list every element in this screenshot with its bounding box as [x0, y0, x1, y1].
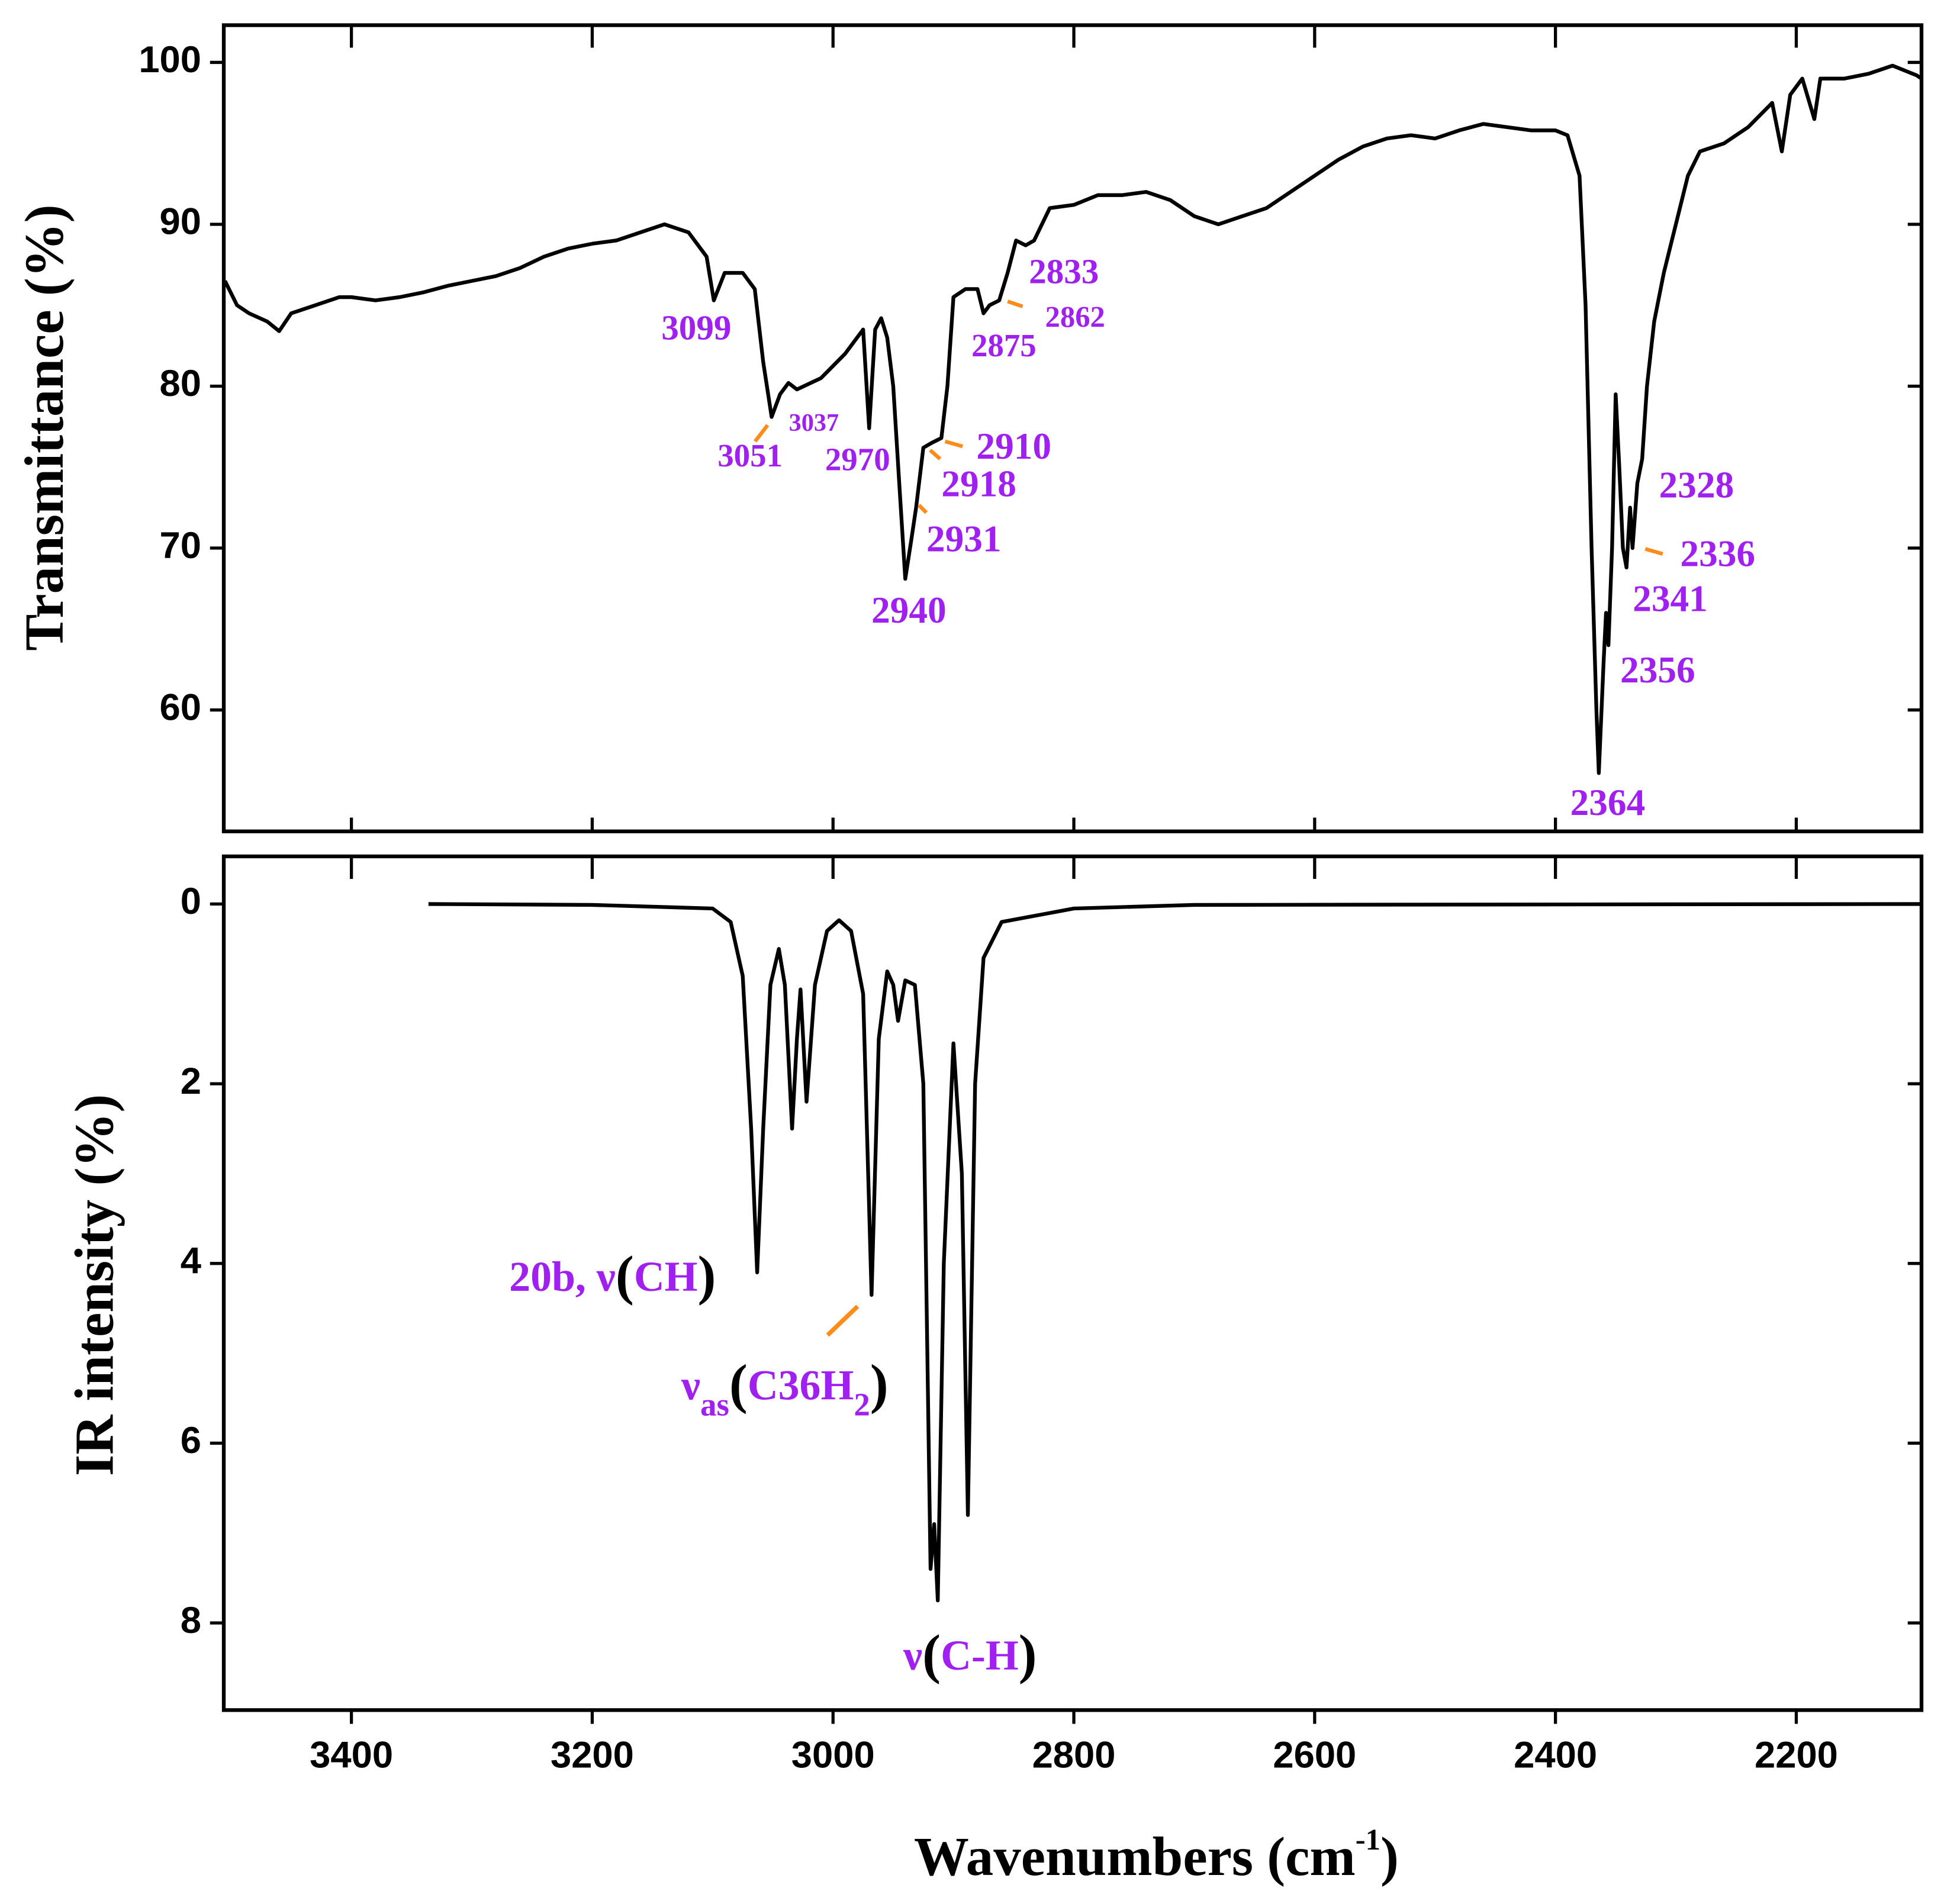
peak-label: 3051 — [717, 437, 783, 473]
peak-label: 2862 — [1045, 301, 1105, 334]
annotation-part: C-H — [941, 1632, 1019, 1679]
peak-label: 3037 — [789, 409, 839, 437]
annotation-part: CH — [634, 1253, 698, 1300]
plot-frame — [221, 23, 1924, 833]
annotation-part: ) — [698, 1245, 716, 1306]
y-tick-label: 100 — [139, 39, 201, 80]
y-tick-label: 90 — [160, 201, 201, 243]
plot-frame — [221, 854, 1924, 1712]
x-axis-title-text: ) — [1380, 1826, 1399, 1887]
x-tick-label: 2800 — [1032, 1734, 1116, 1776]
x-tick-label: 2400 — [1514, 1734, 1597, 1776]
leader-line — [944, 439, 964, 449]
y-axis-title: Transmittance (%) — [14, 204, 75, 650]
peak-label: 2931 — [926, 518, 1002, 559]
annotation-part: ( — [922, 1624, 941, 1685]
annotation-part: 20b, ν — [509, 1253, 616, 1300]
y-tick-label: 6 — [181, 1420, 201, 1461]
leader-line — [1644, 547, 1663, 556]
leader-line — [826, 1304, 860, 1337]
leader-line — [754, 424, 770, 443]
x-tick-label: 3000 — [791, 1734, 875, 1776]
peak-label: 2328 — [1659, 465, 1734, 506]
x-axis-title-sup: -1 — [1356, 1823, 1380, 1856]
y-tick-label: 8 — [181, 1600, 201, 1641]
annotation-part: ( — [616, 1245, 634, 1306]
annotation-part: as — [700, 1386, 729, 1422]
peak-label: 3099 — [661, 308, 731, 347]
spectrum-line — [428, 902, 1922, 1603]
x-tick-label: 3400 — [310, 1734, 393, 1776]
peak-label: 2336 — [1680, 533, 1755, 575]
y-tick-label: 70 — [160, 525, 201, 566]
annotation-part: ν — [903, 1632, 922, 1679]
y-tick-label: 4 — [181, 1240, 201, 1281]
annotation-part: 2 — [854, 1386, 870, 1422]
annotation-part: ν — [681, 1362, 700, 1409]
x-tick-label: 3200 — [551, 1734, 634, 1776]
annotation: ν(C-H) — [903, 1624, 1037, 1685]
y-axis-title: IR intensity (%) — [64, 1094, 125, 1476]
x-axis-title: Wavenumbers (cm-1) — [914, 1823, 1399, 1887]
peak-label: 2833 — [1029, 252, 1099, 291]
annotation: νas(C36H2) — [681, 1354, 889, 1422]
annotation-part: ( — [729, 1354, 748, 1415]
peak-label: 2910 — [976, 426, 1051, 467]
leader-line — [1007, 299, 1024, 308]
peak-label: 2364 — [1570, 782, 1646, 823]
annotation: 20b, ν(CH) — [509, 1245, 716, 1306]
x-axis-title-text: Wavenumbers (cm — [914, 1826, 1356, 1887]
peak-label: 2970 — [825, 441, 890, 477]
spectrum-line — [223, 63, 1923, 775]
annotation-part: C36H — [748, 1362, 854, 1409]
peak-label: 2918 — [941, 463, 1016, 504]
y-tick-label: 2 — [181, 1061, 201, 1102]
y-tick-label: 60 — [160, 687, 201, 728]
peak-label: 2356 — [1620, 649, 1695, 691]
x-tick-label: 2200 — [1755, 1734, 1838, 1776]
annotation-part: ) — [870, 1354, 889, 1415]
y-tick-label: 80 — [160, 363, 201, 404]
peak-label: 2875 — [971, 327, 1037, 363]
peak-label: 2341 — [1633, 578, 1708, 620]
annotation-part: ) — [1019, 1624, 1037, 1685]
peak-label: 2940 — [871, 589, 947, 631]
y-tick-label: 0 — [181, 881, 201, 922]
leader-line — [918, 504, 928, 514]
leader-line — [929, 449, 942, 460]
x-tick-label: 2600 — [1273, 1734, 1356, 1776]
